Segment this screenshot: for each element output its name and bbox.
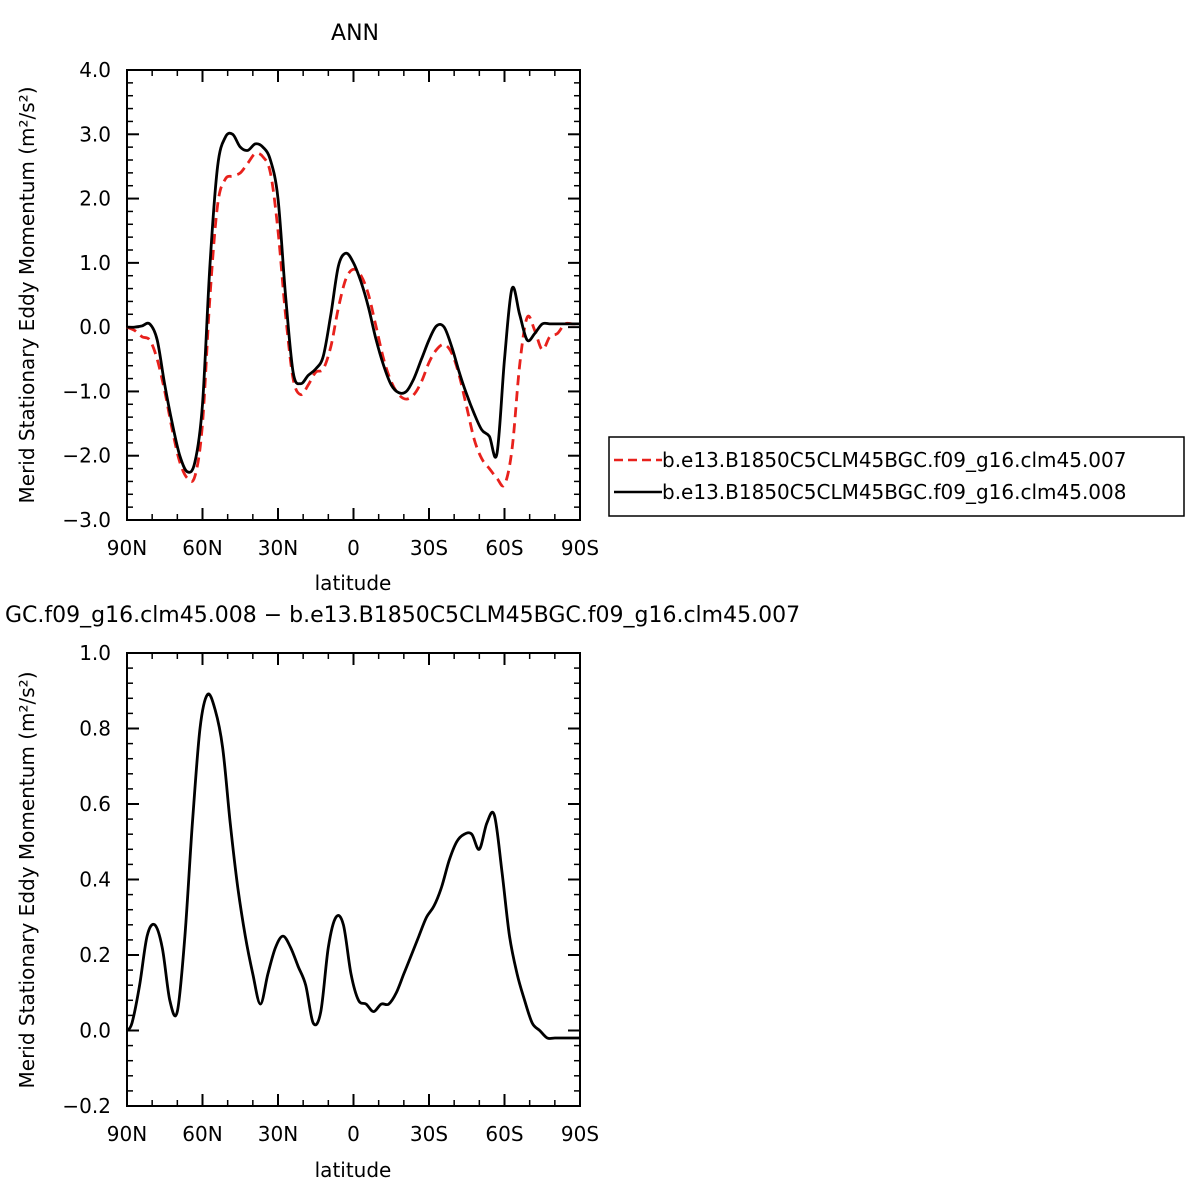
bottom-xtick-label: 60S bbox=[485, 1122, 523, 1146]
bottom-ytick-label: −0.2 bbox=[62, 1094, 111, 1118]
top-ytick-label: 1.0 bbox=[79, 251, 111, 275]
bottom-title: GC.f09_g16.clm45.008 − b.e13.B1850C5CLM4… bbox=[5, 603, 800, 628]
top-ytick-label: −3.0 bbox=[62, 508, 111, 532]
bottom-xtick-label: 0 bbox=[347, 1122, 360, 1146]
top-ylabel: Merid Stationary Eddy Momentum (m²/s²) bbox=[15, 87, 39, 504]
top-ytick-label: −1.0 bbox=[62, 379, 111, 403]
bottom-ytick-label: 0.4 bbox=[79, 868, 111, 892]
bottom-xtick-label: 60N bbox=[182, 1122, 222, 1146]
legend-label-007: b.e13.B1850C5CLM45BGC.f09_g16.clm45.007 bbox=[662, 448, 1126, 472]
top-series-line-0 bbox=[126, 151, 580, 488]
bottom-series-group bbox=[125, 692, 580, 1040]
bottom-ytick-label: 0.0 bbox=[79, 1019, 111, 1043]
bottom-xtick-label: 30N bbox=[258, 1122, 298, 1146]
bottom-ytick-label: 1.0 bbox=[79, 641, 111, 665]
legend-label-008: b.e13.B1850C5CLM45BGC.f09_g16.clm45.008 bbox=[662, 480, 1126, 504]
top-ytick-label: 4.0 bbox=[79, 58, 111, 82]
top-xlabel: latitude bbox=[315, 571, 392, 595]
top-xtick-label: 0 bbox=[347, 536, 360, 560]
legend-box bbox=[608, 436, 1185, 517]
bottom-series-line-0 bbox=[125, 692, 580, 1040]
bottom-xlabel: latitude bbox=[315, 1158, 392, 1182]
top-xtick-label: 30S bbox=[410, 536, 448, 560]
bottom-axis-ticks: 90N 60N 30N 0 30S 60S 90S −0.2 0.0 0.2 0.4 0.6 0.8 1.… bbox=[62, 641, 599, 1146]
top-series-group bbox=[126, 131, 580, 488]
top-axis-ticks: 90N 60N 30N 0 30S 60S 90S −3.0 −2.0 −1.0 0.0 1.0 2.0… bbox=[62, 58, 599, 560]
top-legend: b.e13.B1850C5CLM45BGC.f09_g16.clm45.007 … bbox=[608, 436, 1185, 517]
bottom-panel: GC.f09_g16.clm45.008 − b.e13.B1850C5CLM4… bbox=[5, 603, 800, 1182]
top-xtick-label: 90N bbox=[107, 536, 147, 560]
top-ytick-label: 3.0 bbox=[79, 122, 111, 146]
bottom-ylabel: Merid Stationary Eddy Momentum (m²/s²) bbox=[15, 672, 39, 1089]
top-xtick-label: 60S bbox=[485, 536, 523, 560]
top-xtick-label: 30N bbox=[258, 536, 298, 560]
top-ytick-label: 0.0 bbox=[79, 315, 111, 339]
top-series-line-1 bbox=[126, 131, 580, 474]
bottom-xtick-label: 90S bbox=[561, 1122, 599, 1146]
bottom-xtick-label: 30S bbox=[410, 1122, 448, 1146]
top-ytick-label: 2.0 bbox=[79, 187, 111, 211]
top-xtick-label: 60N bbox=[182, 536, 222, 560]
top-xtick-label: 90S bbox=[561, 536, 599, 560]
bottom-ytick-label: 0.6 bbox=[79, 792, 111, 816]
top-title: ANN bbox=[331, 21, 379, 46]
top-ytick-label: −2.0 bbox=[62, 444, 111, 468]
bottom-plot-frame bbox=[126, 652, 581, 1107]
bottom-ytick-label: 0.8 bbox=[79, 717, 111, 741]
bottom-xtick-label: 90N bbox=[107, 1122, 147, 1146]
bottom-ytick-label: 0.2 bbox=[79, 943, 111, 967]
top-panel: ANN 90N 60N 30N 0 30S 60S 90S −3.0 −2.0 −1.0 0.0 1.… bbox=[15, 21, 1185, 595]
